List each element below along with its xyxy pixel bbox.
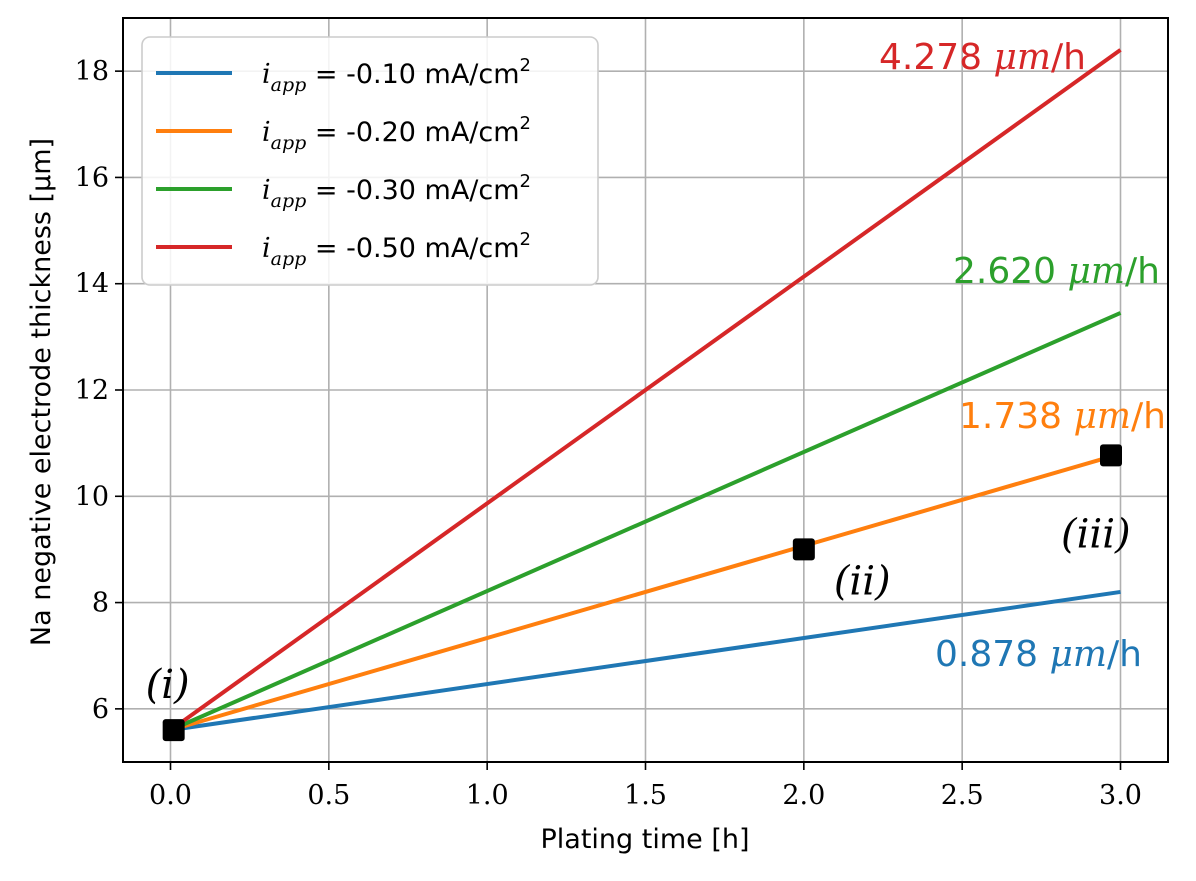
- y-tick-label: 6: [92, 694, 109, 725]
- legend-subscript: app: [271, 132, 307, 154]
- series-line-1: [170, 589, 1121, 733]
- y-tick-label: 12: [75, 375, 109, 406]
- x-axis-label: Plating time [h]: [540, 824, 749, 855]
- data-marker: [792, 538, 815, 561]
- y-tick-label: 8: [92, 588, 109, 619]
- rate-unit-math: μm: [994, 37, 1052, 78]
- legend-entry: iapp = -0.30 mA/cm2: [262, 171, 531, 212]
- y-tick-label: 14: [75, 269, 109, 300]
- legend-entry: iapp = -0.50 mA/cm2: [262, 229, 531, 270]
- data-marker: [162, 719, 185, 742]
- rate-value: 4.278: [879, 37, 994, 78]
- rate-unit-text: /h: [1125, 251, 1160, 292]
- rate-labels: 0.878 μm/h1.738 μm/h2.620 μm/h4.278 μm/h: [879, 37, 1166, 675]
- data-marker: [1100, 444, 1122, 467]
- rate-label-4: 4.278 μm/h: [879, 37, 1086, 78]
- legend-subscript: app: [271, 190, 307, 212]
- y-tick-label: 16: [75, 162, 109, 193]
- marker-label: (ii): [834, 558, 891, 604]
- rate-value: 1.738: [959, 396, 1074, 437]
- legend-symbol: i: [262, 59, 271, 90]
- legend-value: = -0.30 mA/cm: [306, 175, 519, 206]
- x-tick-label: 2.5: [941, 780, 984, 811]
- marker-label: (i): [146, 662, 190, 708]
- rate-value: 2.620: [953, 251, 1068, 292]
- rate-label-1: 0.878 μm/h: [935, 634, 1142, 675]
- x-tick-label: 0.0: [149, 780, 192, 811]
- ticks: 0.0 0.5 1.0 1.5 2.0 2.5 3.0 6 8 10 12 14 16 18: [75, 56, 1142, 811]
- markers: (i) (ii) (iii): [146, 444, 1131, 742]
- legend-box: [141, 36, 599, 286]
- rate-label-3: 2.620 μm/h: [953, 251, 1160, 292]
- y-tick-label: 10: [75, 481, 109, 512]
- legend-value: = -0.50 mA/cm: [306, 233, 519, 264]
- rate-unit-math: μm: [1050, 634, 1108, 675]
- legend-superscript: 2: [520, 55, 531, 76]
- legend-superscript: 2: [520, 113, 531, 134]
- rate-unit-text: /h: [1051, 37, 1086, 78]
- series-line-3: [169, 311, 1122, 732]
- series-line-4: [169, 48, 1122, 732]
- marker-label: (iii): [1061, 511, 1131, 557]
- rate-unit-math: μm: [1068, 251, 1126, 292]
- x-tick-label: 1.0: [466, 780, 509, 811]
- rate-unit-math: μm: [1074, 396, 1132, 437]
- x-tick-label: 3.0: [1099, 780, 1142, 811]
- legend-subscript: app: [271, 248, 307, 270]
- rate-label-2: 1.738 μm/h: [959, 396, 1166, 437]
- x-tick-label: 1.5: [624, 780, 667, 811]
- rate-unit-text: /h: [1107, 634, 1142, 675]
- y-axis-label: Na negative electrode thickness [μm]: [26, 138, 57, 646]
- legend-symbol: i: [262, 175, 271, 206]
- rate-unit-text: /h: [1131, 396, 1166, 437]
- legend-symbol: i: [262, 233, 271, 264]
- legend-subscript: app: [271, 74, 307, 96]
- rate-value: 0.878: [935, 634, 1050, 675]
- legend-symbol: i: [262, 117, 271, 148]
- y-tick-label: 18: [75, 56, 109, 87]
- series-lines: [169, 48, 1122, 733]
- legend-value: = -0.10 mA/cm: [306, 59, 519, 90]
- x-tick-label: 2.0: [782, 780, 825, 811]
- series-line-2: [169, 451, 1122, 733]
- legend-superscript: 2: [520, 229, 531, 250]
- x-tick-label: 0.5: [307, 780, 350, 811]
- legend-value: = -0.20 mA/cm: [306, 117, 519, 148]
- legend-superscript: 2: [520, 171, 531, 192]
- legend-entry: iapp = -0.10 mA/cm2: [262, 55, 531, 96]
- legend-entry: iapp = -0.20 mA/cm2: [262, 113, 531, 154]
